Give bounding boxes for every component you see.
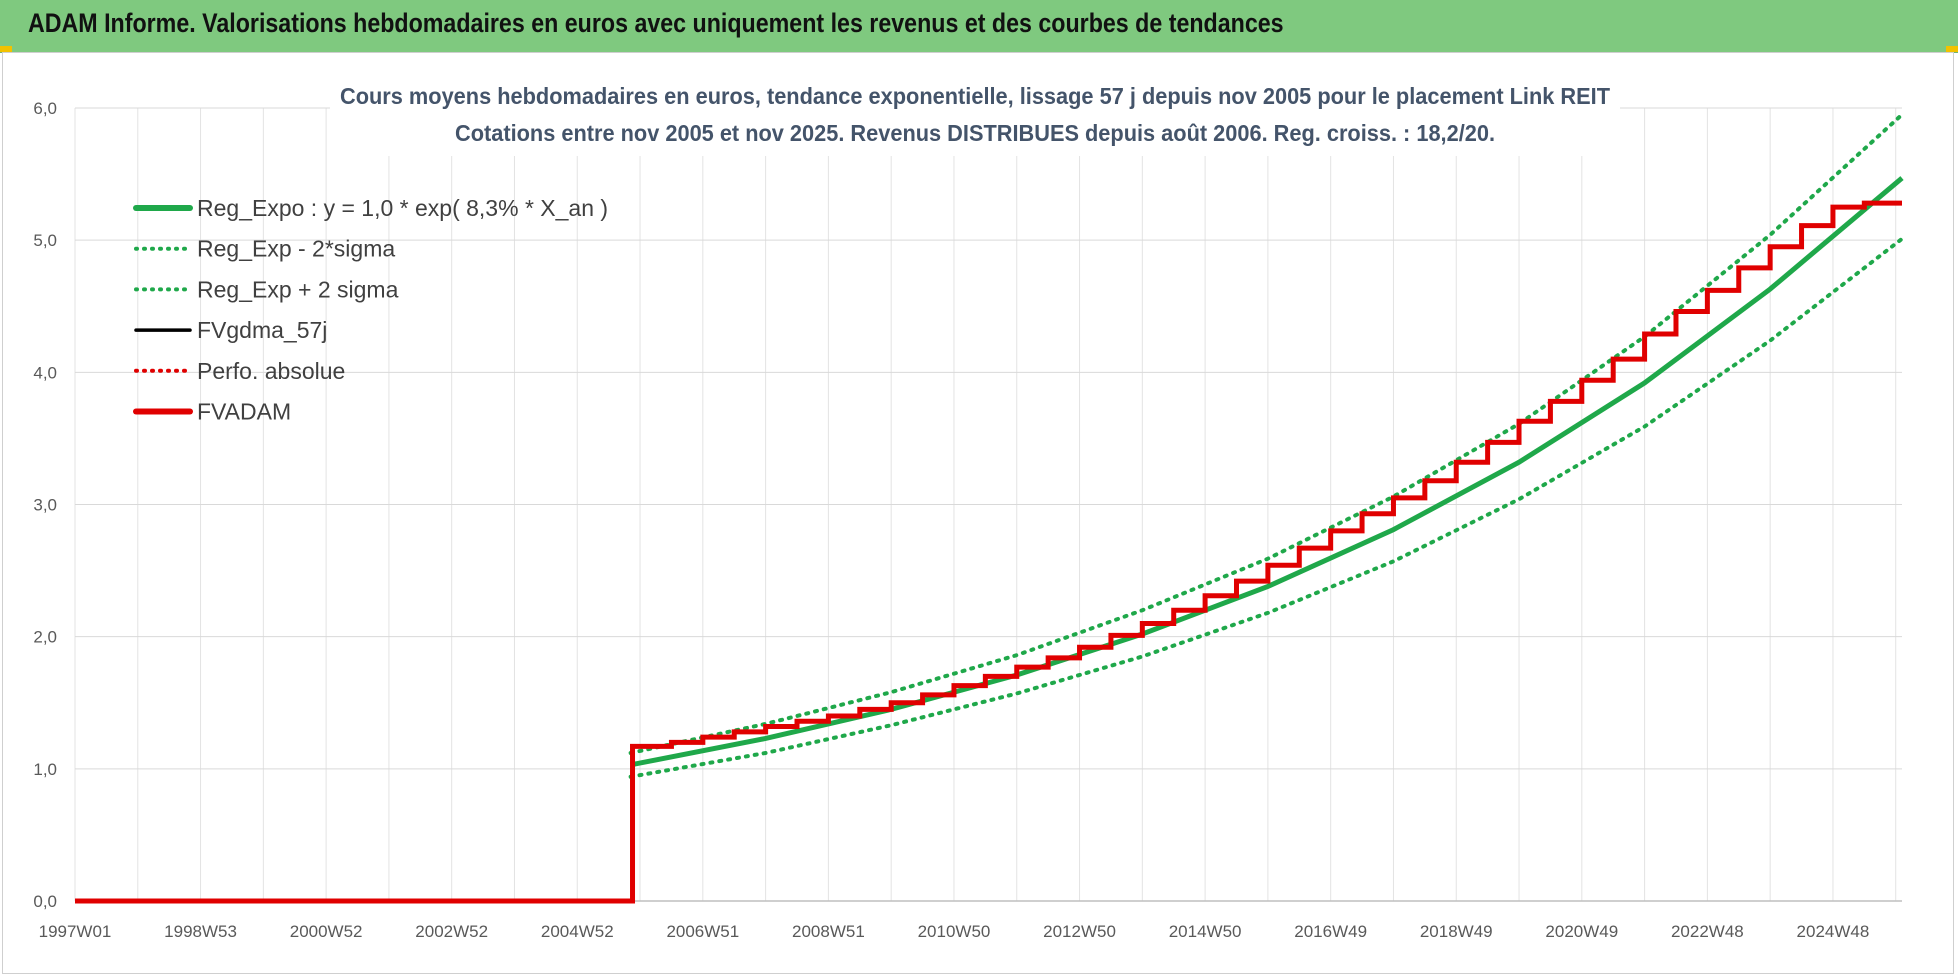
axis-labels: 0,0 1,0 2,0 3,0 4,0 5,0 6,0 1997W01 1998W53 2000W… [33,99,1869,941]
x-tick-label: 2004W52 [541,922,614,941]
page-title: ADAM Informe. Valorisations hebdomadaire… [28,8,1284,38]
legend-label: Perfo. absolue [197,358,345,384]
series-line-fvadam [75,200,1902,904]
x-tick-label: 1998W53 [164,922,237,941]
y-tick-label: 1,0 [33,760,57,779]
series-line-fvgdma [75,202,1902,902]
x-tick-label: 2000W52 [290,922,363,941]
x-tick-label: 2006W51 [666,922,739,941]
y-tick-label: 3,0 [33,496,57,515]
y-tick-label: 0,0 [33,892,57,911]
chart-title: Cours moyens hebdomadaires en euros, ten… [330,74,1620,156]
corner-mark-left [0,46,12,52]
x-tick-label: 2012W50 [1043,922,1116,941]
x-tick-label: 2014W50 [1169,922,1242,941]
legend-label: FVADAM [197,399,291,425]
legend-label: Reg_Exp - 2*sigma [197,236,395,262]
x-tick-label: 2016W49 [1294,922,1367,941]
y-tick-label: 5,0 [33,231,57,250]
legend-label: Reg_Exp + 2 sigma [197,276,399,302]
x-tick-label: 1997W01 [39,922,112,941]
y-tick-label: 6,0 [33,99,57,118]
x-tick-label: 2020W49 [1545,922,1618,941]
corner-mark-right [1946,46,1958,52]
y-tick-label: 2,0 [33,628,57,647]
series-line [630,176,1904,768]
x-tick-label: 2018W49 [1420,922,1493,941]
legend-label: Reg_Expo : y = 1,0 * exp( 8,3% * X_an ) [197,195,608,221]
y-tick-label: 4,0 [33,363,57,382]
chart-title-line-1: Cours moyens hebdomadaires en euros, ten… [340,83,1610,109]
x-tick-label: 2024W48 [1797,922,1870,941]
x-tick-label: 2002W52 [415,922,488,941]
legend-label: FVgdma_57j [197,317,327,343]
header-banner: ADAM Informe. Valorisations hebdomadaire… [0,0,1958,53]
series-line [628,112,1904,755]
chart-grid [74,107,1902,902]
x-tick-label: 2008W51 [792,922,865,941]
chart-title-line-2: Cotations entre nov 2005 et nov 2025. Re… [455,120,1495,146]
chart-legend: Reg_Expo : y = 1,0 * exp( 8,3% * X_an ) R… [133,195,608,425]
x-tick-label: 2022W48 [1671,922,1744,941]
chart-series [75,112,1904,904]
x-tick-label: 2010W50 [918,922,991,941]
chart-frame [2,52,1954,974]
series-line [628,236,1904,779]
